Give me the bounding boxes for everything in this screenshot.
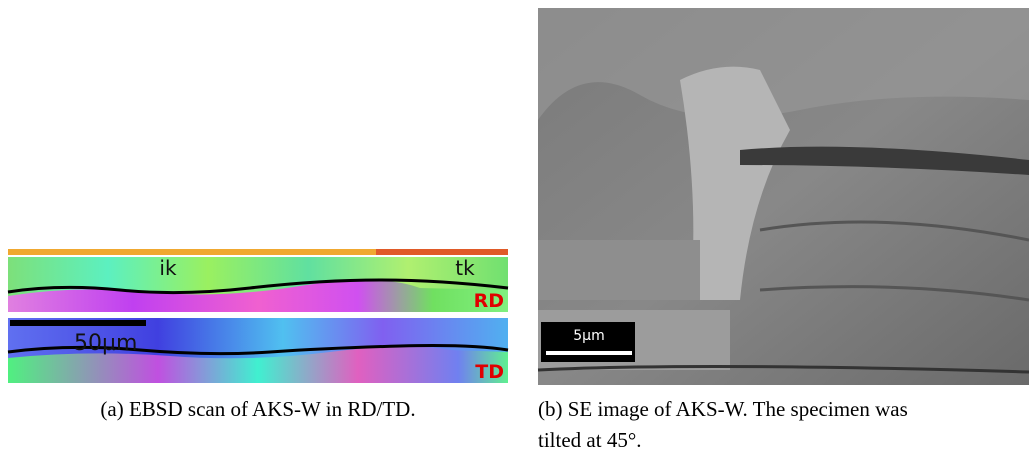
scale-bar-label: 50µm — [74, 331, 137, 356]
page: ik tk RD TD 50µm (a) EBSD scan of AKS-W … — [0, 0, 1029, 452]
figure: ik tk RD TD 50µm (a) EBSD scan of AKS-W … — [0, 0, 1029, 452]
scale-bar-label: 5µm — [573, 328, 604, 344]
tk-label: tk — [455, 256, 475, 280]
ik-zone-bar — [8, 249, 376, 255]
caption-b-line1: (b) SE image of AKS-W. The specimen was — [538, 397, 908, 421]
scale-bar — [546, 351, 632, 355]
caption-b-line2: tilted at 45°. — [538, 428, 641, 452]
ik-label: ik — [159, 256, 177, 280]
ebsd-image: ik tk RD TD 50µm — [8, 249, 508, 383]
tk-zone-bar — [376, 249, 508, 255]
rd-label: RD — [474, 290, 504, 312]
scale-bar — [10, 320, 146, 326]
sem-image: 5µm — [538, 8, 1029, 385]
td-label: TD — [475, 361, 504, 383]
caption-a: (a) EBSD scan of AKS-W in RD/TD. — [100, 397, 415, 421]
